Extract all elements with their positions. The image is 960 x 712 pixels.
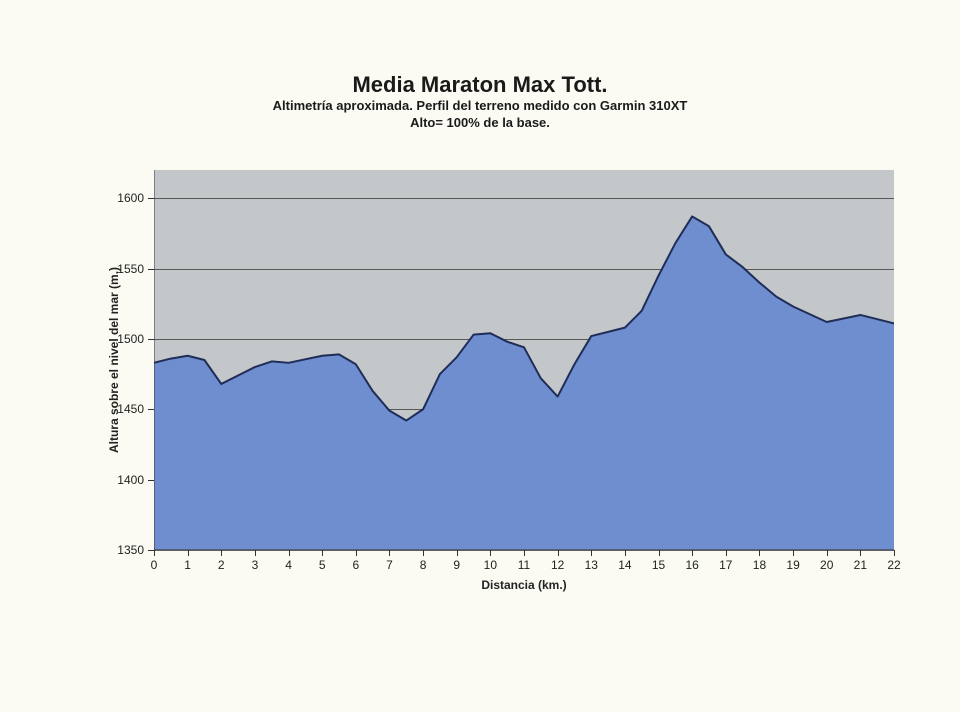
x-tick [356,550,357,556]
y-tick-label: 1500 [117,332,144,346]
x-tick-label: 17 [719,558,732,572]
x-tick-label: 1 [184,558,191,572]
x-tick [457,550,458,556]
x-tick [490,550,491,556]
chart-title-block: Media Maraton Max Tott. Altimetría aprox… [0,72,960,131]
page: Media Maraton Max Tott. Altimetría aprox… [0,0,960,712]
x-tick [827,550,828,556]
x-tick-label: 18 [753,558,766,572]
y-tick-label: 1400 [117,473,144,487]
x-tick-label: 3 [252,558,259,572]
x-tick [389,550,390,556]
x-tick-label: 2 [218,558,225,572]
chart-subtitle-1: Altimetría aproximada. Perfil del terren… [0,98,960,114]
x-tick [255,550,256,556]
x-tick [860,550,861,556]
elevation-area [154,216,894,550]
x-tick-label: 19 [786,558,799,572]
x-tick-label: 0 [151,558,158,572]
x-tick-label: 16 [685,558,698,572]
x-tick-label: 13 [585,558,598,572]
y-tick-label: 1600 [117,191,144,205]
x-tick-label: 12 [551,558,564,572]
x-tick-label: 9 [453,558,460,572]
x-tick [188,550,189,556]
x-tick [221,550,222,556]
x-tick [524,550,525,556]
x-tick [726,550,727,556]
chart-subtitle-2: Alto= 100% de la base. [0,115,960,131]
x-tick-label: 11 [518,558,530,572]
area-series [154,170,894,550]
x-tick [423,550,424,556]
x-tick [591,550,592,556]
y-tick-label: 1550 [117,262,144,276]
x-axis-title: Distancia (km.) [481,578,566,592]
x-tick [793,550,794,556]
x-tick [558,550,559,556]
x-tick [625,550,626,556]
x-tick-label: 22 [887,558,900,572]
y-axis-title: Altura sobre el nivel del mar (m.) [107,267,121,453]
chart-title: Media Maraton Max Tott. [0,72,960,98]
x-tick-label: 5 [319,558,326,572]
x-tick [692,550,693,556]
x-tick-label: 15 [652,558,665,572]
x-tick [154,550,155,556]
x-tick [659,550,660,556]
y-tick-label: 1350 [117,543,144,557]
x-tick-label: 4 [285,558,292,572]
y-tick-label: 1450 [117,402,144,416]
x-tick [289,550,290,556]
x-tick-label: 14 [618,558,631,572]
elevation-chart: 135014001450150015501600 012345678910111… [100,170,894,590]
plot-area: 135014001450150015501600 012345678910111… [154,170,894,550]
x-tick [894,550,895,556]
x-tick-label: 8 [420,558,427,572]
x-tick-label: 20 [820,558,833,572]
x-tick-label: 6 [352,558,359,572]
x-tick [322,550,323,556]
x-tick-label: 7 [386,558,393,572]
x-tick [759,550,760,556]
x-tick-label: 10 [484,558,497,572]
x-tick-label: 21 [854,558,867,572]
